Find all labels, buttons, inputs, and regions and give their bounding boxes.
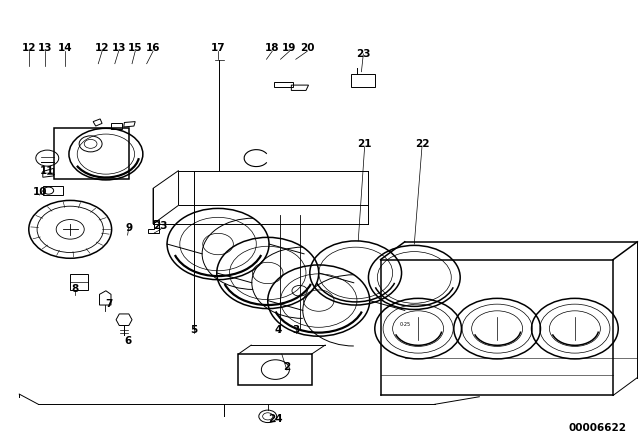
Text: 5: 5 (190, 325, 198, 335)
Text: 19: 19 (282, 43, 296, 53)
Text: 11: 11 (40, 167, 54, 177)
Bar (54, 128, 129, 180)
Text: 17: 17 (211, 43, 225, 53)
Text: 3: 3 (292, 325, 300, 335)
Text: 7: 7 (105, 299, 112, 309)
Text: 23: 23 (154, 221, 168, 231)
Text: 24: 24 (268, 414, 283, 424)
Text: 8: 8 (71, 284, 78, 293)
Text: 14: 14 (58, 43, 72, 53)
Text: 0-25: 0-25 (400, 322, 411, 327)
Text: 10: 10 (33, 187, 47, 197)
Bar (239, 354, 312, 385)
Text: 16: 16 (146, 43, 160, 53)
Text: 18: 18 (265, 43, 280, 53)
Text: 21: 21 (357, 139, 372, 149)
Text: 12: 12 (95, 43, 109, 53)
Bar (70, 274, 88, 290)
Text: 22: 22 (415, 139, 429, 149)
Bar (43, 186, 63, 195)
Text: 15: 15 (128, 43, 143, 53)
Text: 00006622: 00006622 (568, 423, 626, 433)
Text: 13: 13 (111, 43, 126, 53)
Text: 13: 13 (38, 43, 52, 53)
Text: 12: 12 (22, 43, 36, 53)
Bar (111, 123, 122, 129)
Bar (351, 74, 375, 87)
Text: 6: 6 (124, 336, 131, 346)
Text: 23: 23 (356, 49, 371, 59)
Text: 4: 4 (275, 325, 282, 335)
Text: 2: 2 (284, 362, 291, 372)
Text: 9: 9 (125, 223, 132, 233)
Text: 20: 20 (300, 43, 314, 53)
